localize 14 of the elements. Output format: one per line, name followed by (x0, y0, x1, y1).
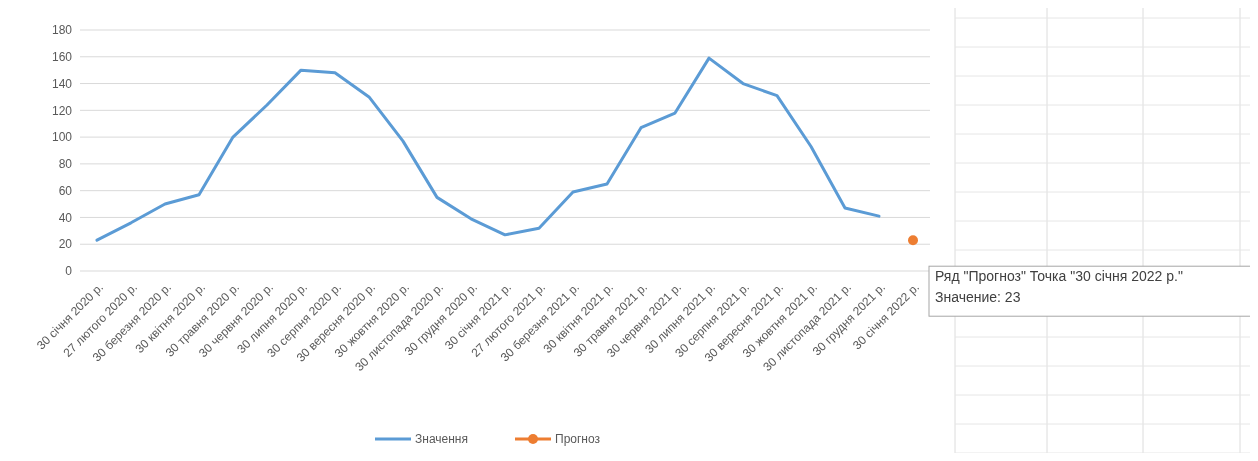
legend-label: Значення (415, 432, 468, 447)
line-series (95, 56, 881, 242)
y-tick-label: 80 (58, 157, 73, 172)
y-tick-label: 0 (65, 264, 73, 279)
y-tick-label: 120 (51, 103, 73, 118)
y-tick-label: 140 (51, 76, 73, 91)
legend-label: Прогноз (555, 432, 601, 447)
y-tick-label: 100 (51, 130, 73, 145)
y-tick-label: 40 (58, 210, 73, 225)
y-tick-label: 160 (51, 49, 73, 64)
y-tick-label: 180 (51, 23, 73, 38)
y-tick-label: 60 (58, 183, 73, 198)
y-tick-label: 20 (58, 237, 73, 252)
annotation: Ряд "Прогноз" Точка "30 січня 2022 р." Значение: 23 (935, 268, 1183, 306)
